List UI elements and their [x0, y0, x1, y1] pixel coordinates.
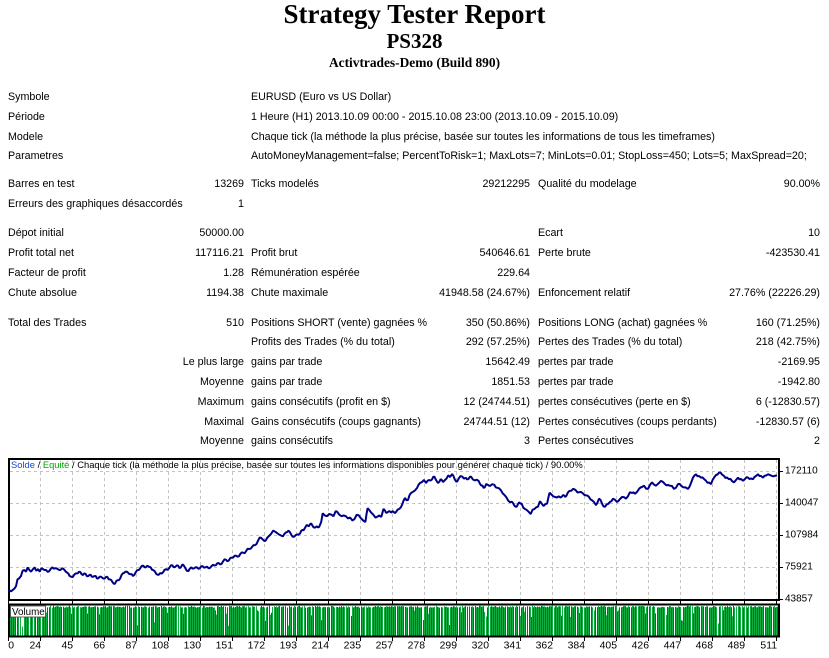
svg-text:Volume: Volume [12, 607, 45, 618]
svg-text:489: 489 [728, 641, 746, 652]
svg-text:299: 299 [440, 641, 458, 652]
svg-text:172110: 172110 [785, 466, 818, 477]
svg-text:257: 257 [376, 641, 394, 652]
svg-text:Solde / Equité / Chaque tick (: Solde / Equité / Chaque tick (la méthode… [11, 459, 583, 470]
svg-text:0: 0 [8, 641, 14, 652]
svg-text:426: 426 [632, 641, 650, 652]
svg-text:214: 214 [312, 641, 330, 652]
svg-text:384: 384 [568, 641, 586, 652]
svg-text:341: 341 [504, 641, 522, 652]
svg-text:24: 24 [29, 641, 41, 652]
svg-text:362: 362 [536, 641, 554, 652]
svg-text:278: 278 [408, 641, 426, 652]
svg-text:45: 45 [61, 641, 73, 652]
svg-text:447: 447 [664, 641, 682, 652]
svg-text:235: 235 [344, 641, 362, 652]
svg-text:43857: 43857 [785, 594, 813, 605]
svg-text:511: 511 [760, 641, 777, 652]
svg-text:172: 172 [248, 641, 266, 652]
svg-text:87: 87 [125, 641, 137, 652]
svg-text:130: 130 [184, 641, 202, 652]
svg-text:151: 151 [216, 641, 234, 652]
svg-text:107984: 107984 [785, 530, 819, 541]
svg-text:140047: 140047 [785, 498, 819, 509]
svg-text:75921: 75921 [785, 562, 813, 573]
svg-text:320: 320 [472, 641, 490, 652]
svg-text:193: 193 [280, 641, 298, 652]
svg-text:468: 468 [696, 641, 714, 652]
svg-text:108: 108 [152, 641, 170, 652]
svg-text:405: 405 [600, 641, 618, 652]
svg-text:66: 66 [93, 641, 105, 652]
